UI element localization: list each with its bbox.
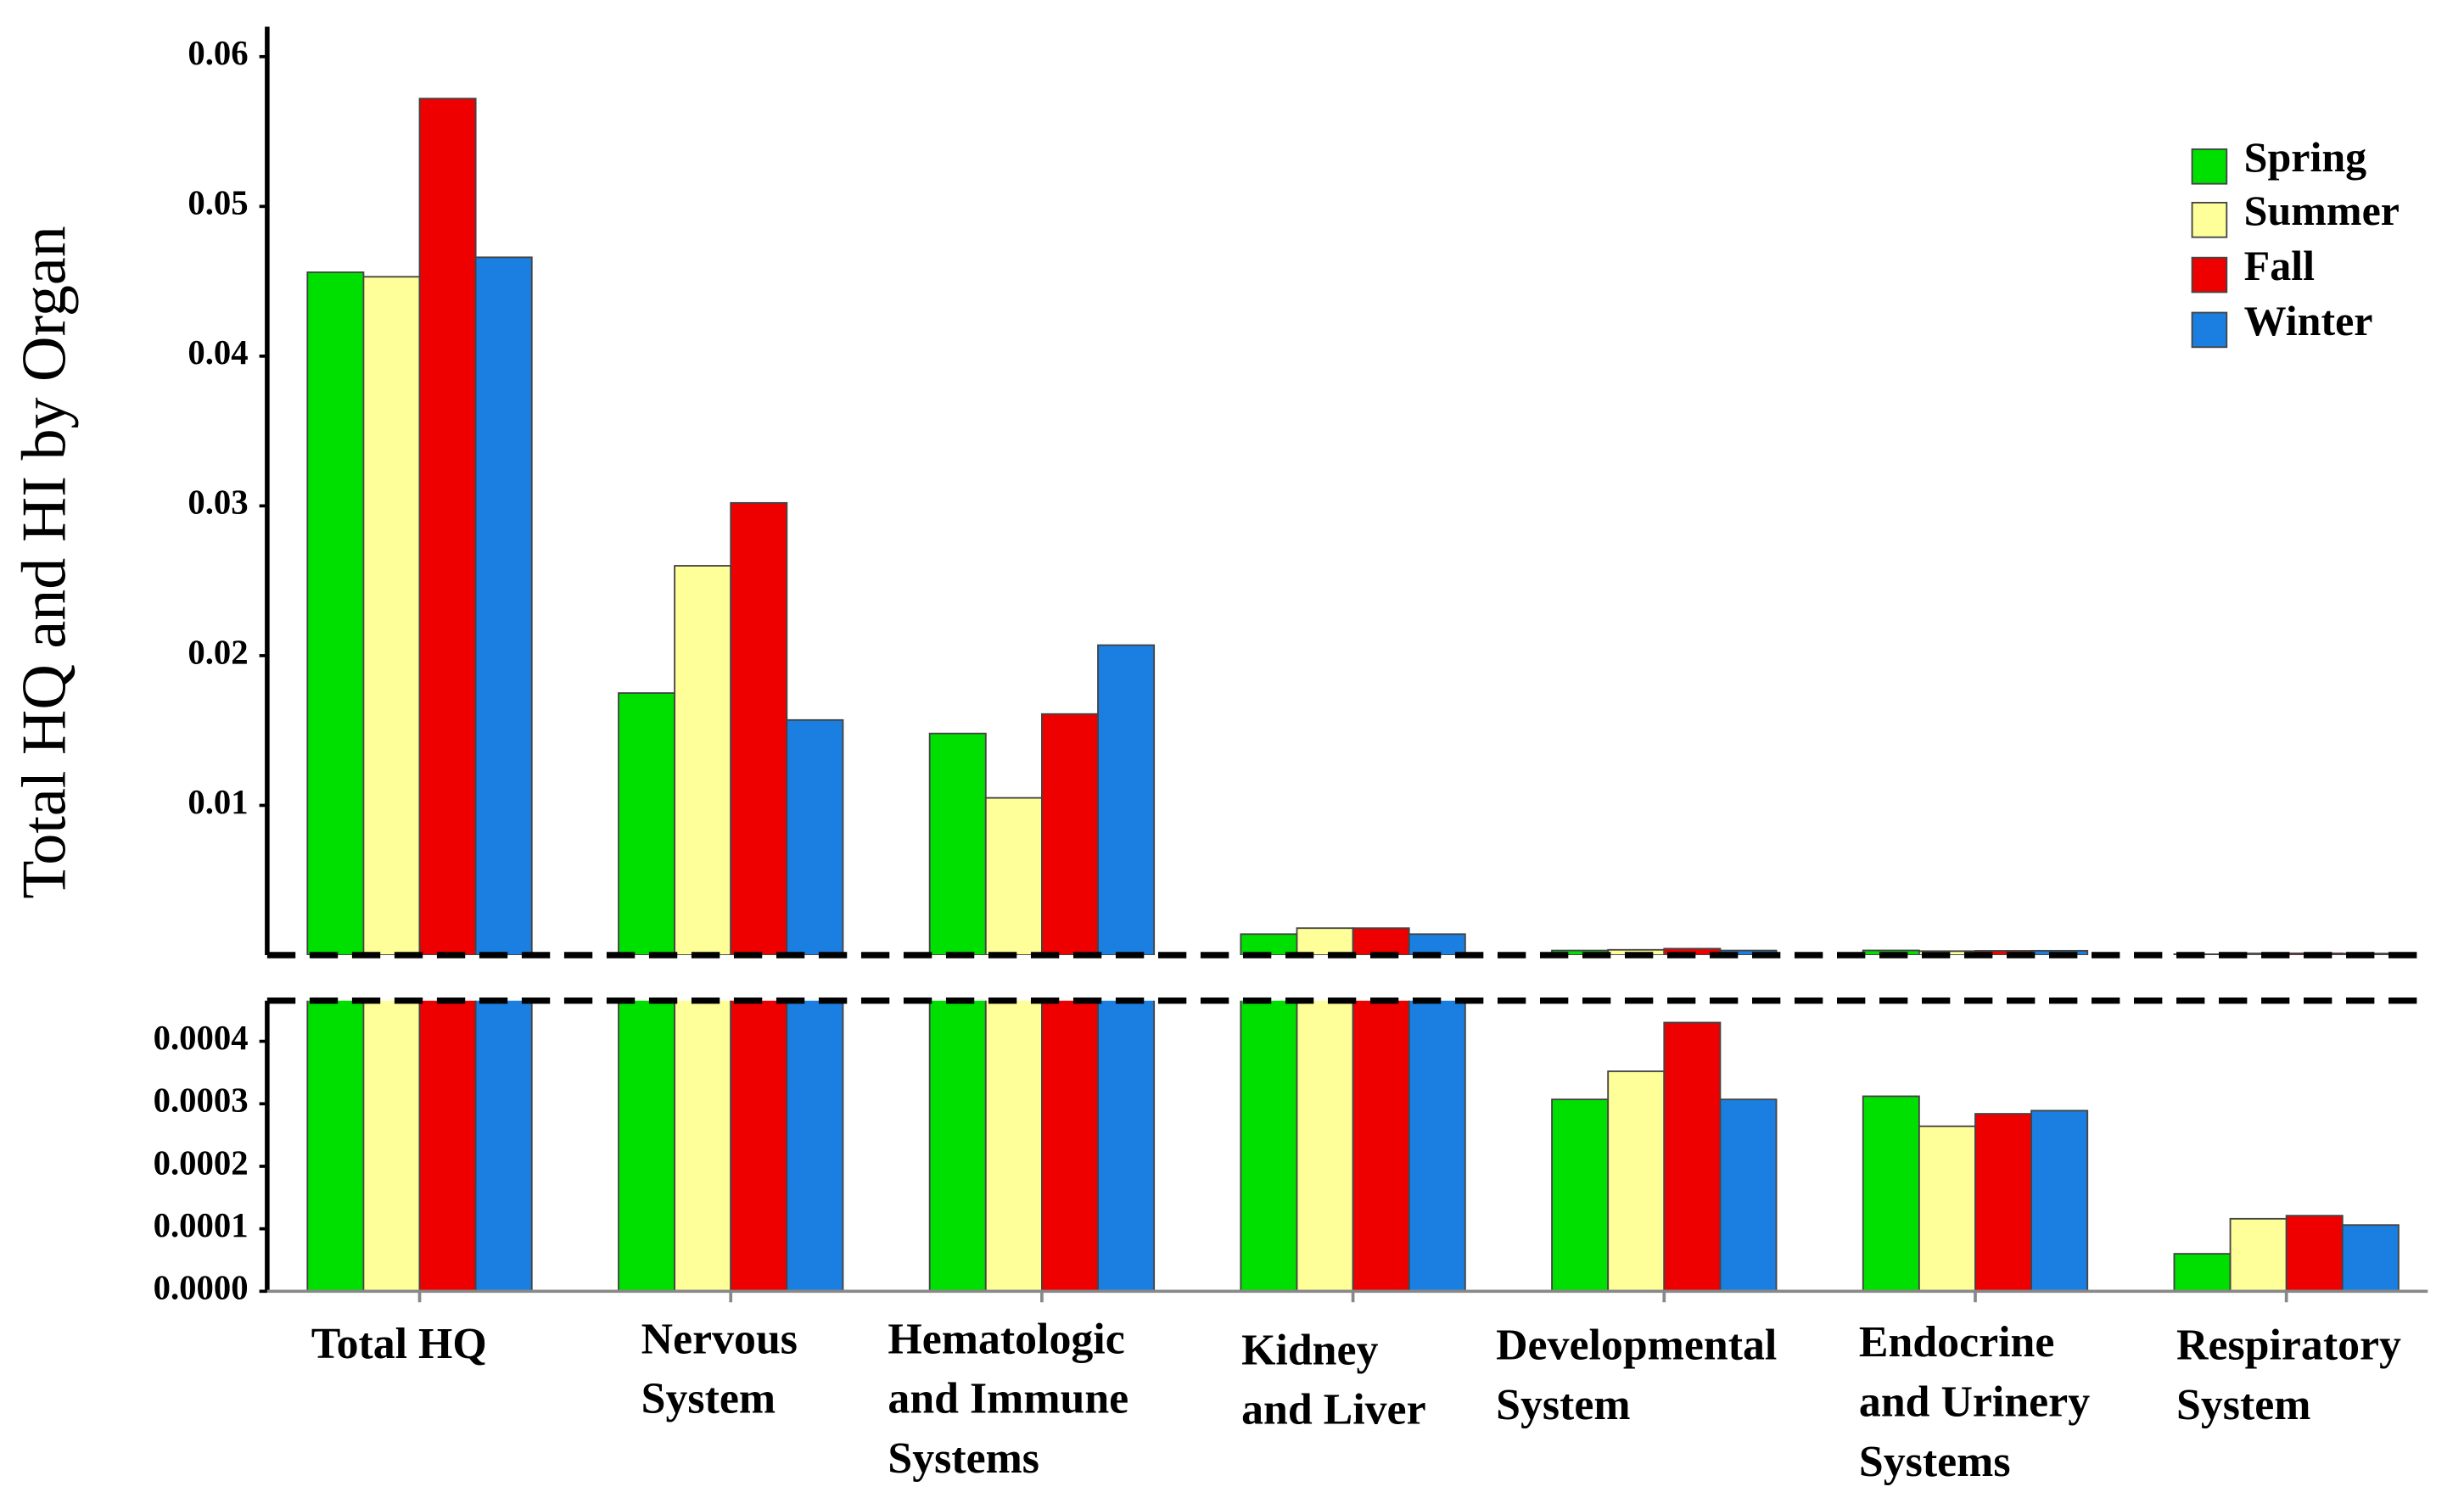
panel bbox=[306, 1000, 2400, 1292]
bar bbox=[474, 1000, 533, 1292]
bar bbox=[418, 98, 477, 955]
bar bbox=[1240, 933, 1298, 955]
bar bbox=[306, 271, 365, 955]
y-tick-label: 0.03 bbox=[188, 483, 248, 522]
x-tick-label: System bbox=[1496, 1381, 1630, 1429]
bar bbox=[1551, 1098, 1610, 1292]
x-tick-label: Respiratory bbox=[2176, 1322, 2401, 1370]
y-tick-label: 0.04 bbox=[188, 333, 248, 372]
bar bbox=[362, 276, 421, 955]
legend-label: Winter bbox=[2244, 297, 2373, 344]
x-tick-label: Kidney bbox=[1241, 1326, 1378, 1374]
x-tick-label: System bbox=[641, 1375, 776, 1423]
y-tick-label: 0.02 bbox=[188, 633, 248, 671]
bar bbox=[2229, 1217, 2288, 1292]
bar bbox=[928, 1000, 987, 1292]
bar bbox=[618, 692, 676, 955]
legend-swatch bbox=[2191, 148, 2228, 185]
bar bbox=[618, 1000, 676, 1292]
x-tick-label: and Urinery bbox=[1859, 1378, 2090, 1426]
x-tick-label: Nervous bbox=[641, 1315, 798, 1363]
x-tick-label: System bbox=[2176, 1381, 2310, 1429]
x-tick-label: Systems bbox=[1859, 1438, 2011, 1486]
bar bbox=[1918, 1125, 1976, 1292]
bar bbox=[1408, 933, 1466, 955]
bar bbox=[730, 1000, 788, 1292]
legend-label: Fall bbox=[2244, 242, 2315, 289]
x-tick-label: Systems bbox=[888, 1434, 1039, 1483]
bar bbox=[984, 796, 1043, 955]
bar bbox=[984, 1000, 1043, 1292]
legend-swatch bbox=[2191, 311, 2228, 349]
x-tick-label: Hematologic bbox=[888, 1315, 1124, 1363]
bar bbox=[928, 732, 987, 955]
y-tick-label: 0.0000 bbox=[154, 1269, 249, 1307]
y-tick-label: 0.01 bbox=[188, 783, 248, 821]
bar bbox=[730, 501, 788, 955]
panel bbox=[306, 98, 2400, 955]
y-tick-label: 0.06 bbox=[188, 34, 248, 72]
bar bbox=[474, 256, 533, 955]
bar bbox=[306, 1000, 365, 1292]
bar bbox=[1296, 927, 1354, 955]
legend-swatch bbox=[2191, 201, 2228, 238]
x-tick-label: and Liver bbox=[1241, 1386, 1425, 1434]
bar bbox=[1663, 1021, 1722, 1292]
bar bbox=[1408, 1000, 1466, 1292]
bar bbox=[1240, 1000, 1298, 1292]
bar bbox=[1097, 644, 1156, 955]
bar bbox=[1040, 713, 1099, 955]
bar bbox=[2341, 1224, 2400, 1292]
bar bbox=[2285, 1215, 2344, 1292]
bar bbox=[1296, 1000, 1354, 1292]
bar bbox=[674, 565, 732, 955]
x-tick-label: and Immune bbox=[888, 1375, 1128, 1423]
bar bbox=[1352, 927, 1410, 955]
bar bbox=[786, 718, 844, 955]
x-tick-label: Endocrine bbox=[1859, 1318, 2054, 1366]
bar bbox=[1974, 1113, 2033, 1292]
bar bbox=[1352, 1000, 1410, 1292]
y-tick-label: 0.05 bbox=[188, 184, 248, 222]
bar bbox=[1719, 1098, 1778, 1292]
bar bbox=[1862, 1095, 1920, 1292]
bar bbox=[2173, 1253, 2232, 1292]
y-tick-label: 0.0004 bbox=[154, 1019, 249, 1057]
x-tick-label: Total HQ bbox=[311, 1320, 487, 1368]
y-tick-label: 0.0003 bbox=[154, 1081, 249, 1120]
bar bbox=[674, 1000, 732, 1292]
legend-label: Spring bbox=[2244, 133, 2367, 181]
x-tick-label: Developmental bbox=[1496, 1322, 1777, 1370]
bar bbox=[2030, 1109, 2089, 1292]
y-tick-label: 0.0002 bbox=[154, 1143, 249, 1182]
legend-swatch bbox=[2191, 256, 2228, 293]
bar bbox=[362, 1000, 421, 1292]
bar bbox=[418, 1000, 477, 1292]
bar bbox=[1040, 1000, 1099, 1292]
y-tick-label: 0.0001 bbox=[154, 1206, 249, 1244]
bar bbox=[786, 1000, 844, 1292]
bar bbox=[1607, 1070, 1666, 1292]
legend-label: Summer bbox=[2244, 187, 2400, 234]
y-axis-label: Total HQ and HI by Organ bbox=[9, 226, 79, 899]
